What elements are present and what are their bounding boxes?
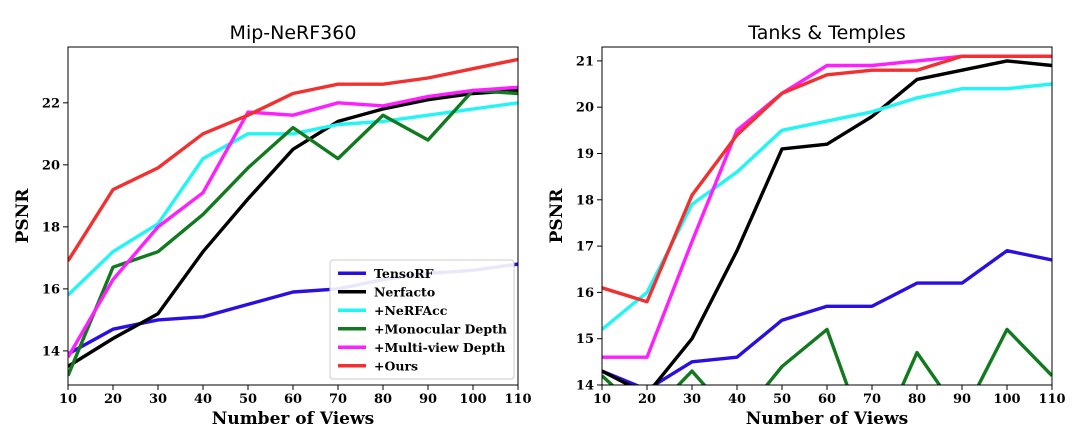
chart-title: Tanks & Temples bbox=[747, 22, 905, 44]
series-lines bbox=[68, 57, 518, 377]
series-line-nerfacc bbox=[68, 101, 518, 297]
legend-box bbox=[329, 259, 515, 380]
chart-title: Mip-NeRF360 bbox=[230, 22, 357, 44]
y-tick-label: 17 bbox=[576, 240, 594, 255]
y-tick-label: 20 bbox=[42, 158, 60, 173]
x-tick-label: 20 bbox=[104, 392, 122, 407]
x-tick-label: 90 bbox=[953, 392, 971, 407]
y-tick-label: 18 bbox=[42, 220, 60, 235]
legend-entry: +Multi-view Depth bbox=[374, 340, 505, 355]
x-tick-label: 30 bbox=[683, 392, 701, 407]
y-tick-label: 18 bbox=[576, 193, 594, 208]
x-tick-label: 110 bbox=[504, 392, 531, 407]
x-tick-label: 80 bbox=[908, 392, 926, 407]
x-tick-label: 40 bbox=[194, 392, 212, 407]
y-tick-label: 21 bbox=[576, 54, 594, 69]
y-axis-label: PSNR bbox=[13, 188, 33, 244]
x-tick-label: 70 bbox=[329, 392, 347, 407]
y-tick-label: 20 bbox=[576, 101, 594, 116]
legend: TensoRF Nerfacto +NeRFAcc +Monocular Depth +… bbox=[329, 259, 515, 380]
legend-entry: Nerfacto bbox=[374, 284, 435, 299]
x-tick-label: 80 bbox=[374, 392, 392, 407]
x-tick-label: 60 bbox=[284, 392, 302, 407]
x-tick-label: 10 bbox=[593, 392, 611, 407]
chart-panel-1: Mip-NeRF360 10 20 30 40 50 60 70 80 90 100 110 14 16 1… bbox=[13, 22, 532, 429]
x-tick-label: 50 bbox=[773, 392, 791, 407]
legend-entry: +Ours bbox=[374, 358, 418, 373]
y-tick-label: 15 bbox=[576, 332, 594, 347]
x-tick-label: 30 bbox=[149, 392, 167, 407]
series-line-monocular-depth bbox=[602, 327, 1052, 385]
y-axis-label: PSNR bbox=[547, 188, 567, 244]
series-line-nerfacto bbox=[602, 59, 1052, 385]
y-tick-label: 19 bbox=[576, 147, 594, 162]
x-axis-label: Number of Views bbox=[746, 409, 908, 429]
x-tick-label: 50 bbox=[239, 392, 257, 407]
chart-panel-2: Tanks & Temples 10 20 30 40 50 60 70 80 90 100 110 1… bbox=[547, 22, 1066, 429]
x-tick-label: 60 bbox=[818, 392, 836, 407]
x-tick-label: 110 bbox=[1038, 392, 1065, 407]
legend-entry: TensoRF bbox=[374, 266, 434, 281]
x-tick-label: 20 bbox=[638, 392, 656, 407]
y-tick-label: 16 bbox=[42, 282, 60, 297]
x-axis-label: Number of Views bbox=[212, 409, 374, 429]
x-tick-label: 100 bbox=[993, 392, 1020, 407]
series-line-ours bbox=[68, 57, 518, 262]
x-tick-label: 100 bbox=[459, 392, 486, 407]
series-lines bbox=[602, 54, 1052, 385]
x-tick-label: 70 bbox=[863, 392, 881, 407]
series-line-nerfacto bbox=[68, 88, 518, 368]
series-line-ours bbox=[602, 54, 1052, 304]
series-line-multi-view-depth bbox=[602, 54, 1052, 359]
y-tick-label: 16 bbox=[576, 286, 594, 301]
series-line-nerfacc bbox=[602, 82, 1052, 331]
series-line-multi-view-depth bbox=[68, 85, 518, 358]
legend-entry: +Monocular Depth bbox=[374, 321, 507, 336]
x-tick-label: 90 bbox=[419, 392, 437, 407]
x-tick-label: 10 bbox=[59, 392, 77, 407]
y-tick-label: 22 bbox=[42, 96, 60, 111]
y-tick-label: 14 bbox=[42, 344, 60, 359]
x-tick-label: 40 bbox=[728, 392, 746, 407]
y-tick-label: 14 bbox=[576, 379, 594, 394]
legend-entry: +NeRFAcc bbox=[374, 303, 448, 318]
series-line-monocular-depth bbox=[68, 88, 518, 377]
series-line-tensorf bbox=[602, 248, 1052, 385]
